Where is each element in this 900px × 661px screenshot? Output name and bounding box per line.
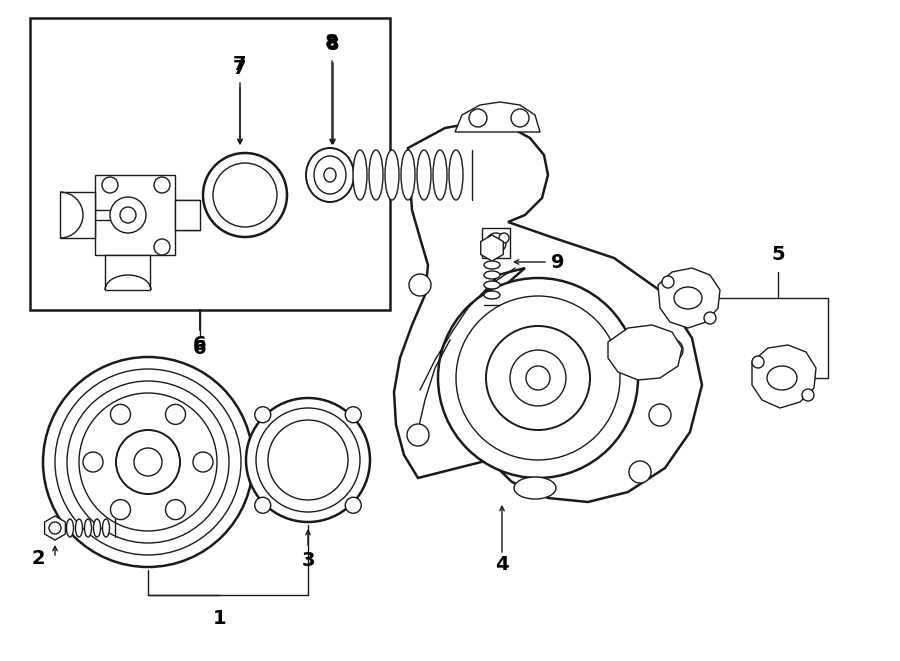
Ellipse shape bbox=[674, 287, 702, 309]
Polygon shape bbox=[105, 255, 150, 290]
Polygon shape bbox=[60, 192, 95, 238]
Circle shape bbox=[166, 500, 185, 520]
Circle shape bbox=[203, 153, 287, 237]
Ellipse shape bbox=[94, 519, 101, 537]
Text: 6: 6 bbox=[194, 338, 207, 358]
Circle shape bbox=[213, 163, 277, 227]
Polygon shape bbox=[482, 228, 510, 258]
Text: 1: 1 bbox=[213, 609, 227, 627]
Circle shape bbox=[661, 339, 683, 361]
Circle shape bbox=[246, 398, 370, 522]
Circle shape bbox=[486, 326, 590, 430]
Ellipse shape bbox=[767, 366, 797, 390]
Circle shape bbox=[79, 393, 217, 531]
Circle shape bbox=[346, 407, 361, 423]
Ellipse shape bbox=[103, 519, 110, 537]
Text: 7: 7 bbox=[233, 56, 247, 75]
Circle shape bbox=[486, 233, 506, 253]
Circle shape bbox=[752, 356, 764, 368]
Circle shape bbox=[662, 276, 674, 288]
Circle shape bbox=[256, 408, 360, 512]
Circle shape bbox=[499, 233, 509, 243]
Circle shape bbox=[346, 497, 361, 513]
Ellipse shape bbox=[306, 148, 354, 202]
Polygon shape bbox=[608, 325, 682, 380]
Circle shape bbox=[110, 197, 146, 233]
Circle shape bbox=[802, 389, 814, 401]
Circle shape bbox=[409, 274, 431, 296]
Ellipse shape bbox=[484, 271, 500, 279]
Circle shape bbox=[649, 404, 671, 426]
Bar bbox=[30, 18, 390, 310]
Polygon shape bbox=[95, 175, 175, 255]
Ellipse shape bbox=[85, 519, 92, 537]
Circle shape bbox=[268, 420, 348, 500]
Circle shape bbox=[55, 369, 241, 555]
Circle shape bbox=[102, 177, 118, 193]
Circle shape bbox=[407, 424, 429, 446]
Text: 8: 8 bbox=[325, 32, 338, 52]
Text: 4: 4 bbox=[495, 555, 508, 574]
Polygon shape bbox=[45, 516, 66, 540]
Ellipse shape bbox=[449, 150, 463, 200]
Circle shape bbox=[154, 177, 170, 193]
Circle shape bbox=[111, 500, 130, 520]
Circle shape bbox=[83, 452, 103, 472]
Circle shape bbox=[255, 407, 271, 423]
Polygon shape bbox=[752, 345, 816, 408]
Ellipse shape bbox=[324, 168, 336, 182]
Ellipse shape bbox=[484, 291, 500, 299]
Text: 6: 6 bbox=[194, 336, 207, 354]
Text: 3: 3 bbox=[302, 551, 315, 570]
Ellipse shape bbox=[353, 150, 367, 200]
Circle shape bbox=[255, 497, 271, 513]
Circle shape bbox=[134, 448, 162, 476]
Polygon shape bbox=[394, 122, 702, 502]
Text: 5: 5 bbox=[771, 245, 785, 264]
Circle shape bbox=[111, 405, 130, 424]
Circle shape bbox=[67, 381, 229, 543]
Text: 8: 8 bbox=[326, 36, 340, 54]
Text: 2: 2 bbox=[32, 549, 45, 568]
Ellipse shape bbox=[314, 156, 346, 194]
Polygon shape bbox=[455, 102, 540, 132]
Polygon shape bbox=[658, 268, 720, 328]
Ellipse shape bbox=[401, 150, 415, 200]
Polygon shape bbox=[481, 235, 503, 261]
Ellipse shape bbox=[385, 150, 399, 200]
Circle shape bbox=[526, 366, 550, 390]
Circle shape bbox=[438, 278, 638, 478]
Ellipse shape bbox=[484, 261, 500, 269]
Circle shape bbox=[154, 239, 170, 255]
Ellipse shape bbox=[67, 519, 74, 537]
Ellipse shape bbox=[484, 281, 500, 289]
Circle shape bbox=[456, 296, 620, 460]
Circle shape bbox=[511, 109, 529, 127]
Ellipse shape bbox=[433, 150, 447, 200]
Ellipse shape bbox=[514, 477, 556, 499]
Ellipse shape bbox=[76, 519, 83, 537]
Circle shape bbox=[193, 452, 213, 472]
Circle shape bbox=[120, 207, 136, 223]
Circle shape bbox=[166, 405, 185, 424]
Ellipse shape bbox=[369, 150, 383, 200]
Circle shape bbox=[704, 312, 716, 324]
Polygon shape bbox=[175, 200, 200, 230]
Circle shape bbox=[510, 350, 566, 406]
Circle shape bbox=[116, 430, 180, 494]
Circle shape bbox=[43, 357, 253, 567]
Text: 7: 7 bbox=[233, 59, 247, 77]
Text: 9: 9 bbox=[551, 253, 565, 272]
Circle shape bbox=[469, 109, 487, 127]
Circle shape bbox=[629, 461, 651, 483]
Circle shape bbox=[49, 522, 61, 534]
Ellipse shape bbox=[417, 150, 431, 200]
